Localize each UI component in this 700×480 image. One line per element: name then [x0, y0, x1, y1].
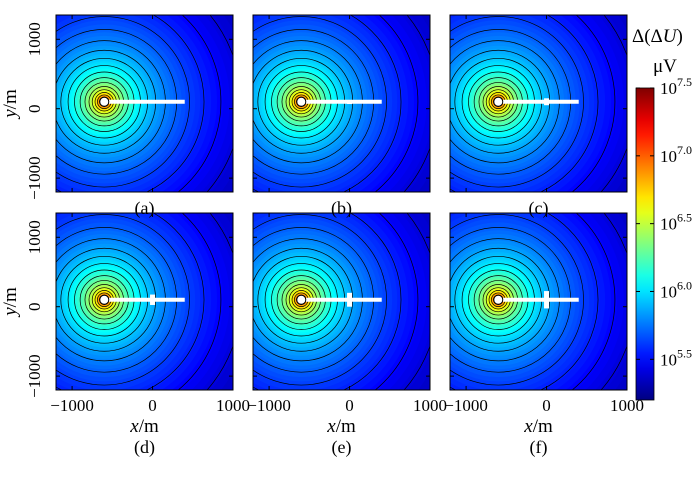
- contour-line: [450, 16, 584, 188]
- contour-line: [253, 15, 402, 192]
- colorbar-unit: μV: [653, 56, 677, 77]
- colorbar-ticks: 107.5 107.0 106.5 106.0 105.5: [636, 75, 692, 369]
- panel-label: (f): [530, 437, 548, 458]
- panel-frame: [55, 14, 234, 193]
- panel-label: (a): [135, 198, 155, 219]
- x-axis-label: x/m: [523, 416, 553, 437]
- x-axis-label: x/m: [129, 416, 159, 437]
- panel-label: (b): [331, 198, 352, 219]
- contour-line: [56, 15, 205, 192]
- panel-label: (c): [529, 198, 549, 219]
- panel-frame: [252, 14, 431, 193]
- defect-marker: [347, 292, 353, 307]
- colorbar-tick-label: 107.0: [660, 143, 692, 166]
- defect-marker: [544, 98, 550, 106]
- panel-5: [252, 212, 431, 391]
- field-map: [253, 15, 430, 192]
- y-tick-label: 1000: [25, 220, 44, 254]
- panel-1: [55, 14, 234, 193]
- contour-line: [56, 16, 190, 188]
- field-map: [450, 15, 627, 192]
- source-marker: [99, 294, 110, 305]
- panel-label: (d): [134, 437, 155, 458]
- source-marker: [296, 294, 307, 305]
- contour-line: [253, 213, 402, 390]
- panel-6: [449, 212, 628, 391]
- x-tick-label: −1000: [247, 396, 291, 415]
- colorbar-tick-label: 105.5: [660, 346, 692, 369]
- contour-line: [450, 213, 599, 390]
- axes-labels-group: 1000 0 −1000 y/m (a) (b) (c) 1000 0 −1000 y/m −1000…: [0, 22, 644, 458]
- x-tick-label: 0: [148, 396, 157, 415]
- contour-line: [177, 213, 222, 390]
- colorbar-tick-label: 106.0: [660, 278, 692, 301]
- x-tick-label: −1000: [444, 396, 488, 415]
- colorbar-tick-label: 106.5: [660, 211, 692, 234]
- defect-marker: [150, 294, 156, 305]
- contour-line: [450, 214, 584, 386]
- colorbar-title: Δ(ΔU): [632, 26, 683, 47]
- panel-frame: [449, 14, 628, 193]
- contour-line: [571, 15, 616, 192]
- x-tick-label: −1000: [50, 396, 94, 415]
- y-tick-label: −1000: [25, 354, 44, 398]
- contour-line: [450, 15, 599, 192]
- contour-line: [56, 213, 205, 390]
- x-tick-label: 1000: [610, 396, 644, 415]
- source-marker: [296, 96, 307, 107]
- defect-marker: [347, 100, 353, 105]
- x-tick-label: 1000: [216, 396, 250, 415]
- y-tick-label: 0: [25, 104, 44, 113]
- contour-line: [253, 16, 387, 188]
- y-tick-label: −1000: [25, 156, 44, 200]
- contour-line: [253, 214, 387, 386]
- y-tick-label: 0: [25, 302, 44, 311]
- y-axis-label: y/m: [0, 287, 21, 318]
- x-tick-label: 1000: [413, 396, 447, 415]
- panel-3: [449, 14, 628, 193]
- colorbar-gradient: [635, 87, 655, 401]
- panel-4: [55, 212, 234, 391]
- panel-frame: [449, 212, 628, 391]
- field-map: [450, 213, 627, 390]
- y-axis-label: y/m: [0, 89, 21, 120]
- colorbar: Δ(ΔU) μV 107.5 107.0 106.5 106.0 105.5: [632, 26, 692, 401]
- field-map: [253, 213, 430, 390]
- panel-frame: [55, 212, 234, 391]
- contour-line: [571, 213, 616, 390]
- colorbar-tick-label: 107.5: [660, 75, 692, 98]
- panel-2: [252, 14, 431, 193]
- panel-frame: [252, 212, 431, 391]
- source-marker: [493, 96, 504, 107]
- x-tick-label: 0: [345, 396, 354, 415]
- contour-line: [374, 15, 419, 192]
- field-map: [56, 213, 233, 390]
- y-tick-label: 1000: [25, 22, 44, 56]
- source-marker: [99, 96, 110, 107]
- contour-line: [177, 15, 222, 192]
- x-tick-label: 0: [542, 396, 551, 415]
- source-marker: [493, 294, 504, 305]
- contour-line: [374, 213, 419, 390]
- x-axis-label: x/m: [326, 416, 356, 437]
- defect-marker: [544, 291, 550, 309]
- field-map: [56, 15, 233, 192]
- contour-line: [56, 214, 190, 386]
- panel-label: (e): [332, 437, 352, 458]
